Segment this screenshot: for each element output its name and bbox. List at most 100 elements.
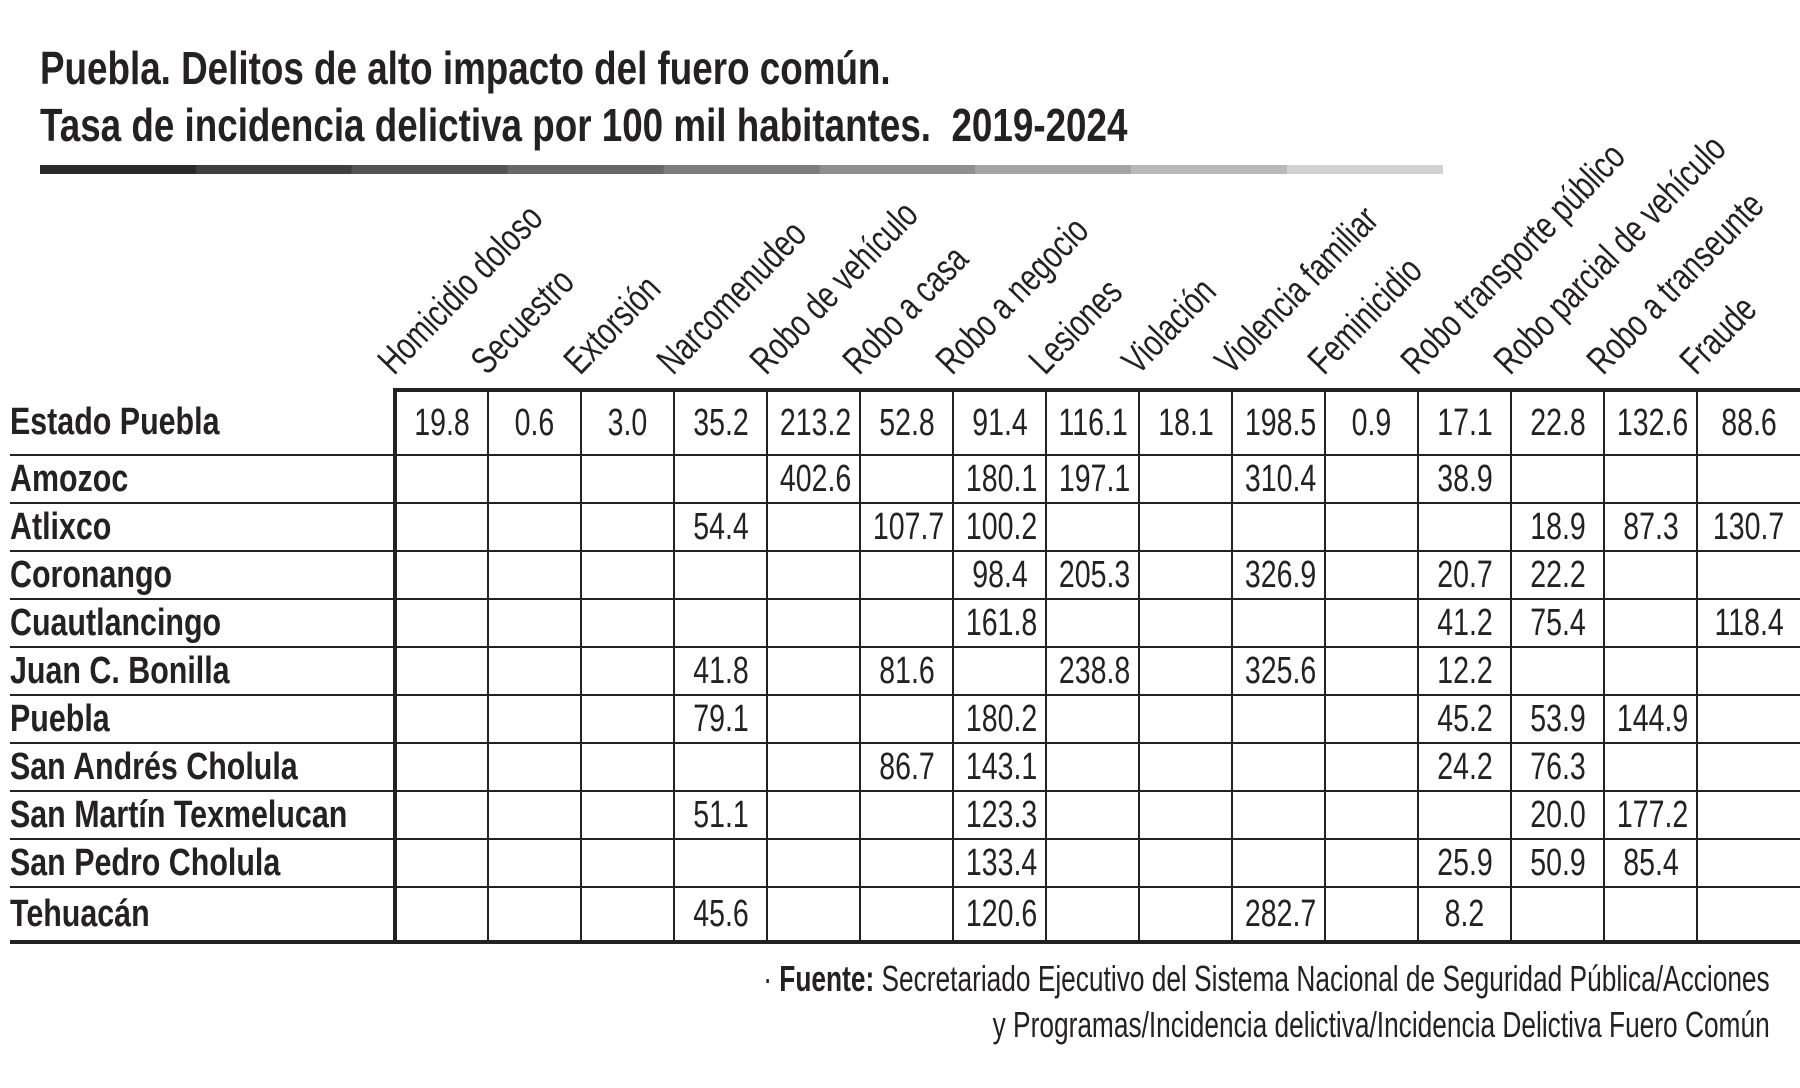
value-cell: 20.7: [1417, 550, 1512, 600]
value-cell: 18.1: [1138, 388, 1233, 456]
empty-cell: [580, 838, 675, 888]
value-cell: 18.9: [1510, 502, 1605, 552]
table-row: Puebla 79.1 180.2 45.2 53.9 144.9: [10, 694, 1800, 744]
empty-cell: [580, 790, 675, 840]
empty-cell: [487, 886, 582, 944]
empty-cell: [1324, 646, 1419, 696]
value-cell: 52.8: [859, 388, 954, 456]
empty-cell: [1231, 694, 1326, 744]
value-cell: 198.5: [1231, 388, 1326, 456]
cell-value: 107.7: [872, 506, 945, 548]
title-line-2: Tasa de incidencia delictiva por 100 mil…: [40, 99, 1128, 151]
empty-cell: [1138, 502, 1233, 552]
empty-cell: [487, 838, 582, 888]
cell-value: 132.6: [1616, 402, 1689, 444]
empty-cell: [394, 454, 489, 504]
cell-value: 38.9: [1436, 458, 1493, 500]
value-cell: 213.2: [766, 388, 861, 456]
value-cell: 86.7: [859, 742, 954, 792]
table-row: San Martín Texmelucan 51.1 123.3 20.0 177.2: [10, 790, 1800, 840]
cell-value: 51.1: [692, 794, 749, 836]
title-line-1: Puebla. Delitos de alto impacto del fuer…: [40, 42, 891, 94]
page-title: Puebla. Delitos de alto impacto del fuer…: [40, 40, 1399, 154]
cell-value: 100.2: [965, 506, 1038, 548]
empty-cell: [1696, 790, 1800, 840]
empty-cell: [1603, 886, 1698, 944]
empty-cell: [1231, 502, 1326, 552]
empty-cell: [673, 838, 768, 888]
empty-cell: [766, 694, 861, 744]
source-note: · Fuente: Secretariado Ejecutivo del Siste…: [391, 956, 1770, 1048]
value-cell: 161.8: [952, 598, 1047, 648]
gradient-divider: [40, 165, 1443, 174]
table-row: Tehuacán 45.6 120.6 282.7 8.2: [10, 886, 1800, 944]
empty-cell: [1138, 646, 1233, 696]
cell-value: 53.9: [1529, 698, 1586, 740]
row-label-text: San Andrés Cholula: [10, 746, 298, 788]
value-cell: 3.0: [580, 388, 675, 456]
cell-value: 19.8: [414, 402, 470, 444]
cell-value: 22.8: [1529, 402, 1586, 444]
cell-value: 50.9: [1529, 842, 1586, 884]
cell-value: 177.2: [1616, 794, 1689, 836]
row-label: Amozoc: [10, 455, 397, 504]
data-table: Estado Puebla 19.8 0.6 3.0 35.2 213.2 52.8 91.4…: [10, 388, 1800, 944]
empty-cell: [487, 502, 582, 552]
row-label-text: Estado Puebla: [10, 401, 220, 443]
empty-cell: [1324, 838, 1419, 888]
cell-value: 161.8: [965, 602, 1038, 644]
empty-cell: [1138, 598, 1233, 648]
source-line-1: · Fuente: Secretariado Ejecutivo del Siste…: [764, 956, 1770, 1002]
empty-cell: [859, 886, 954, 944]
cell-value: 3.0: [607, 402, 648, 444]
row-label: Tehuacán: [10, 887, 397, 944]
empty-cell: [859, 454, 954, 504]
empty-cell: [394, 790, 489, 840]
empty-cell: [394, 886, 489, 944]
empty-cell: [1510, 454, 1605, 504]
cell-value: 123.3: [965, 794, 1038, 836]
empty-cell: [487, 742, 582, 792]
cell-value: 197.1: [1058, 458, 1131, 500]
value-cell: 100.2: [952, 502, 1047, 552]
value-cell: 22.2: [1510, 550, 1605, 600]
empty-cell: [1231, 838, 1326, 888]
cell-value: 144.9: [1616, 698, 1689, 740]
empty-cell: [1138, 694, 1233, 744]
value-cell: 17.1: [1417, 388, 1512, 456]
cell-value: 41.8: [692, 650, 749, 692]
value-cell: 38.9: [1417, 454, 1512, 504]
cell-value: 91.4: [971, 402, 1028, 444]
table-row: San Andrés Cholula 86.7 143.1 24.2 76.3: [10, 742, 1800, 792]
cell-value: 0.6: [514, 402, 555, 444]
empty-cell: [766, 598, 861, 648]
column-headers: Homicidio doloso Secuestro Extorsión Narcom…: [0, 0, 1800, 388]
empty-cell: [1138, 550, 1233, 600]
empty-cell: [673, 550, 768, 600]
value-cell: 325.6: [1231, 646, 1326, 696]
source-line-2: y Programas/Incidencia delictiva/Inciden…: [992, 1004, 1770, 1045]
cell-value: 120.6: [965, 893, 1038, 935]
cell-value: 45.6: [692, 893, 749, 935]
cell-value: 0.9: [1351, 402, 1392, 444]
empty-cell: [487, 550, 582, 600]
row-label-text: San Martín Texmelucan: [10, 794, 348, 836]
empty-cell: [952, 646, 1047, 696]
empty-cell: [673, 598, 768, 648]
empty-cell: [766, 886, 861, 944]
value-cell: 22.8: [1510, 388, 1605, 456]
cell-value: 22.2: [1529, 554, 1586, 596]
table-row: Estado Puebla 19.8 0.6 3.0 35.2 213.2 52.8 91.4…: [10, 388, 1800, 456]
value-cell: 98.4: [952, 550, 1047, 600]
value-cell: 130.7: [1696, 502, 1800, 552]
value-cell: 0.6: [487, 388, 582, 456]
table-body: Estado Puebla 19.8 0.6 3.0 35.2 213.2 52.8 91.4…: [10, 388, 1800, 944]
empty-cell: [859, 694, 954, 744]
cell-value: 76.3: [1529, 746, 1586, 788]
empty-cell: [1324, 790, 1419, 840]
empty-cell: [487, 646, 582, 696]
empty-cell: [1324, 598, 1419, 648]
value-cell: 205.3: [1045, 550, 1140, 600]
value-cell: 12.2: [1417, 646, 1512, 696]
table-row: Atlixco 54.4 107.7 100.2 18.9 87.3 130.7: [10, 502, 1800, 552]
